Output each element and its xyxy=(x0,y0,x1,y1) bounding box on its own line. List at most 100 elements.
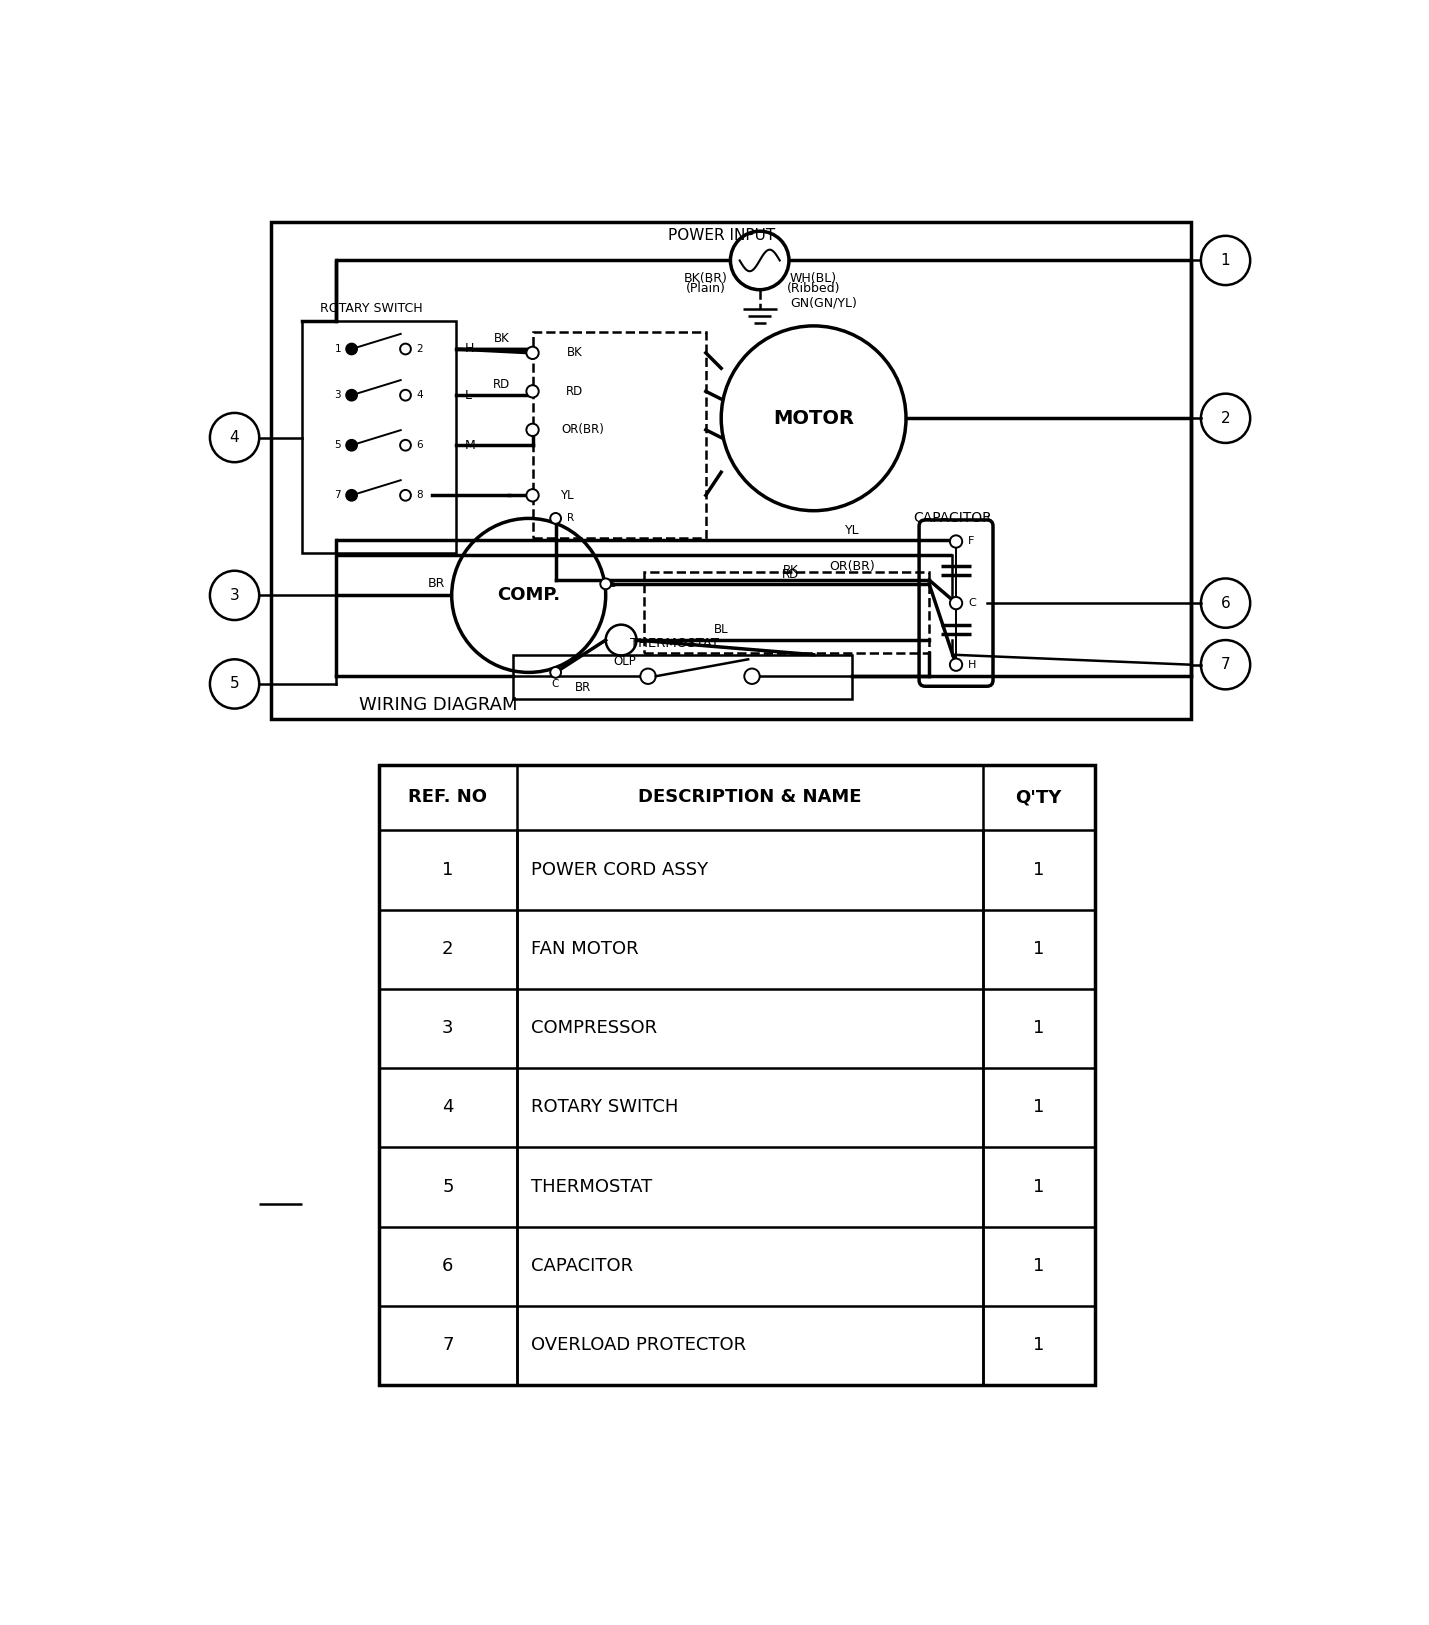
Text: BR: BR xyxy=(574,681,590,694)
Text: RD: RD xyxy=(566,385,583,398)
Text: POWER CORD ASSY: POWER CORD ASSY xyxy=(532,861,709,879)
Text: 1: 1 xyxy=(442,861,453,879)
Text: MOTOR: MOTOR xyxy=(773,410,855,427)
Text: BR: BR xyxy=(427,577,444,590)
Text: (Plain): (Plain) xyxy=(686,283,726,296)
Circle shape xyxy=(745,668,760,684)
Circle shape xyxy=(526,385,539,398)
Text: C: C xyxy=(552,679,559,689)
Text: GN(GN/YL): GN(GN/YL) xyxy=(790,296,857,309)
Text: C: C xyxy=(969,598,976,608)
Text: 6: 6 xyxy=(416,440,423,450)
Text: 1: 1 xyxy=(1033,1336,1045,1354)
Text: 2: 2 xyxy=(442,939,453,957)
Text: 7: 7 xyxy=(442,1336,453,1354)
Text: BK: BK xyxy=(567,346,583,359)
Text: ROTARY SWITCH: ROTARY SWITCH xyxy=(320,302,422,315)
Text: L: L xyxy=(464,388,472,401)
Text: OLP: OLP xyxy=(613,655,636,668)
Text: 5: 5 xyxy=(442,1178,453,1196)
Bar xyxy=(302,320,456,552)
Text: 5: 5 xyxy=(230,676,240,692)
Text: 3: 3 xyxy=(334,390,342,400)
Bar xyxy=(533,332,706,538)
Bar xyxy=(379,765,1095,1386)
Text: YL: YL xyxy=(845,525,859,538)
Circle shape xyxy=(550,514,562,523)
Text: 1: 1 xyxy=(1220,254,1230,268)
Text: POWER INPUT: POWER INPUT xyxy=(667,228,775,242)
Text: CAPACITOR: CAPACITOR xyxy=(532,1258,633,1276)
Circle shape xyxy=(526,346,539,359)
Text: F: F xyxy=(969,536,975,546)
Text: (Ribbed): (Ribbed) xyxy=(787,283,840,296)
Text: BL: BL xyxy=(714,622,729,635)
Text: THERMOSTAT: THERMOSTAT xyxy=(532,1178,652,1196)
Text: 3: 3 xyxy=(230,588,240,603)
Text: S: S xyxy=(610,578,616,588)
Circle shape xyxy=(526,424,539,436)
Text: 7: 7 xyxy=(334,491,342,500)
Circle shape xyxy=(346,390,357,401)
Circle shape xyxy=(950,658,962,671)
Text: 6: 6 xyxy=(442,1258,453,1276)
Text: 1: 1 xyxy=(1033,1019,1045,1037)
Text: 1: 1 xyxy=(1033,1258,1045,1276)
Circle shape xyxy=(600,578,612,590)
Text: R: R xyxy=(567,514,574,523)
Text: RD: RD xyxy=(782,569,799,582)
Circle shape xyxy=(400,440,412,450)
Text: H: H xyxy=(969,660,977,669)
Text: 1: 1 xyxy=(1033,1178,1045,1196)
Circle shape xyxy=(346,343,357,354)
Circle shape xyxy=(400,489,412,500)
Circle shape xyxy=(526,489,539,502)
Text: OR(BR): OR(BR) xyxy=(829,559,875,572)
Circle shape xyxy=(346,440,357,450)
Circle shape xyxy=(400,343,412,354)
Text: 4: 4 xyxy=(442,1098,453,1116)
Text: WIRING DIAGRAM: WIRING DIAGRAM xyxy=(359,696,517,713)
Text: 1: 1 xyxy=(1033,939,1045,957)
Text: 2: 2 xyxy=(416,344,423,354)
Circle shape xyxy=(950,535,962,548)
Text: Q'TY: Q'TY xyxy=(1015,788,1062,806)
Bar xyxy=(644,572,929,653)
Text: DESCRIPTION & NAME: DESCRIPTION & NAME xyxy=(637,788,862,806)
Text: THERMOSTAT: THERMOSTAT xyxy=(630,637,719,650)
Text: 2: 2 xyxy=(1220,411,1230,426)
Circle shape xyxy=(950,596,962,609)
Text: 1: 1 xyxy=(1033,861,1045,879)
Text: M: M xyxy=(464,439,476,452)
Text: FAN MOTOR: FAN MOTOR xyxy=(532,939,639,957)
Text: COMPRESSOR: COMPRESSOR xyxy=(532,1019,657,1037)
Text: RD: RD xyxy=(493,379,510,392)
Circle shape xyxy=(640,668,656,684)
Text: OR(BR): OR(BR) xyxy=(562,424,604,437)
Text: 8: 8 xyxy=(416,491,423,500)
Circle shape xyxy=(550,666,562,678)
Text: ROTARY SWITCH: ROTARY SWITCH xyxy=(532,1098,679,1116)
Bar xyxy=(270,223,1190,718)
Text: COMP.: COMP. xyxy=(497,587,560,604)
Circle shape xyxy=(400,390,412,401)
Bar xyxy=(513,655,852,699)
Text: OVERLOAD PROTECTOR: OVERLOAD PROTECTOR xyxy=(532,1336,746,1354)
Text: BK: BK xyxy=(494,332,510,344)
Text: BK: BK xyxy=(783,564,799,577)
Text: 7: 7 xyxy=(1220,656,1230,673)
Circle shape xyxy=(346,489,357,500)
Text: 3: 3 xyxy=(442,1019,453,1037)
Text: 4: 4 xyxy=(416,390,423,400)
Text: WH(BL): WH(BL) xyxy=(790,271,837,284)
Text: 1: 1 xyxy=(334,344,342,354)
Text: H: H xyxy=(464,343,474,356)
Text: REF. NO: REF. NO xyxy=(409,788,487,806)
Text: BK(BR): BK(BR) xyxy=(684,271,727,284)
Text: 1: 1 xyxy=(1033,1098,1045,1116)
Text: 4: 4 xyxy=(230,431,240,445)
Text: 6: 6 xyxy=(1220,596,1230,611)
Text: CAPACITOR: CAPACITOR xyxy=(913,512,992,525)
Text: YL: YL xyxy=(560,489,574,502)
Text: 5: 5 xyxy=(334,440,342,450)
